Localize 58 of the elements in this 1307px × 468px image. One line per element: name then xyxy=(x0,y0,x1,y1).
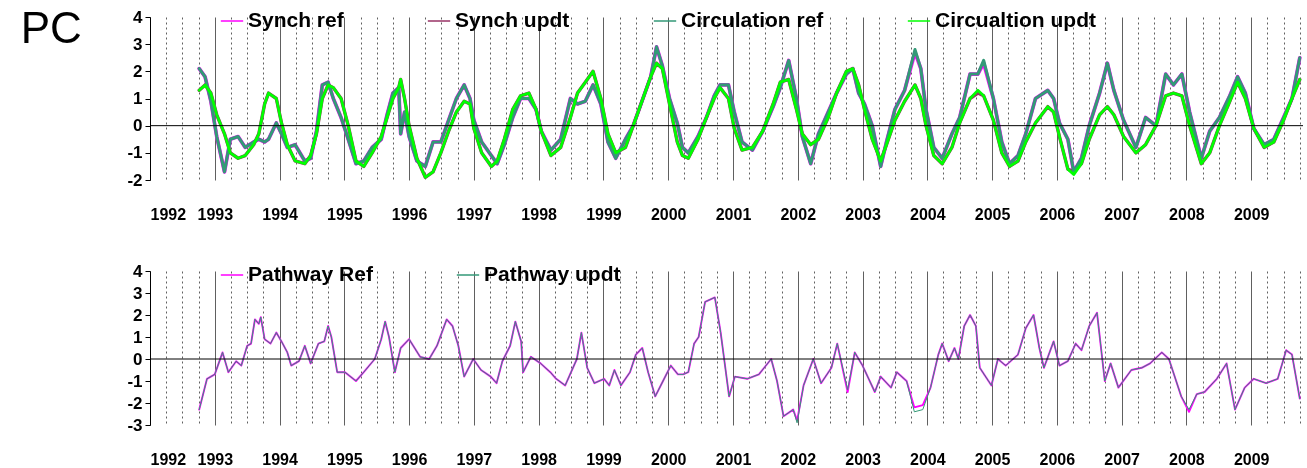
y-tick-label: 3 xyxy=(133,283,143,303)
legend-label: Circulation ref xyxy=(681,8,825,31)
x-tick-label: 1995 xyxy=(327,205,363,223)
x-tick-label: 2002 xyxy=(780,450,817,468)
y-tick-label: 1 xyxy=(133,89,143,108)
x-tick-label: 2001 xyxy=(715,205,752,223)
x-tick-label: 1994 xyxy=(262,450,298,468)
y-tick-label: 3 xyxy=(133,34,143,54)
y-tick-label: 4 xyxy=(133,7,144,27)
x-tick-label: 2008 xyxy=(1169,450,1205,468)
x-tick-label: 2007 xyxy=(1104,205,1141,223)
x-tick-label: 1992 xyxy=(150,450,187,468)
x-tick-label: 2003 xyxy=(845,450,881,468)
legend-label: Synch ref xyxy=(248,8,345,31)
y-tick-label: 0 xyxy=(133,116,143,136)
y-tick-label: 0 xyxy=(133,349,143,369)
x-tick-label: 1998 xyxy=(521,450,558,468)
x-tick-label: 2004 xyxy=(910,205,946,223)
legend-label: Pathway updt xyxy=(484,262,621,285)
x-tick-label: 2007 xyxy=(1104,450,1141,468)
y-tick-label: 1 xyxy=(133,327,143,347)
y-tick-label: -2 xyxy=(127,170,143,190)
x-tick-label: 1999 xyxy=(586,450,622,468)
x-tick-label: 1993 xyxy=(197,205,234,223)
y-tick-label: 2 xyxy=(133,61,143,81)
x-tick-label: 2001 xyxy=(715,450,752,468)
y-tick-label: 2 xyxy=(133,305,143,325)
x-tick-label: 1996 xyxy=(391,205,428,223)
y-tick-label: -1 xyxy=(127,371,143,391)
y-tick-label: -1 xyxy=(127,143,143,163)
x-tick-label: 2004 xyxy=(910,450,946,468)
y-tick-label: -3 xyxy=(127,415,143,435)
x-tick-label: 1999 xyxy=(586,205,622,223)
chart-title: PC xyxy=(20,3,82,52)
x-tick-label: 2003 xyxy=(845,205,881,223)
x-tick-label: 2005 xyxy=(974,205,1011,223)
x-tick-label: 1996 xyxy=(391,450,428,468)
x-tick-label: 1997 xyxy=(456,205,493,223)
x-tick-label: 2000 xyxy=(650,450,687,468)
x-tick-label: 1993 xyxy=(197,450,234,468)
x-tick-label: 1997 xyxy=(456,450,493,468)
legend-label: Circualtion updt xyxy=(935,8,1096,31)
x-tick-label: 2009 xyxy=(1233,450,1270,468)
y-tick-label: -2 xyxy=(127,393,143,413)
x-tick-label: 2006 xyxy=(1039,450,1076,468)
x-tick-label: 1992 xyxy=(150,205,187,223)
x-tick-label: 1994 xyxy=(262,205,298,223)
x-tick-label: 2008 xyxy=(1169,205,1205,223)
legend-label: Synch updt xyxy=(455,8,570,31)
x-tick-label: 2002 xyxy=(780,205,817,223)
y-tick-label: 4 xyxy=(133,261,144,281)
x-tick-label: 2009 xyxy=(1233,205,1270,223)
x-tick-label: 1995 xyxy=(327,450,363,468)
x-tick-label: 2000 xyxy=(650,205,687,223)
x-tick-label: 2005 xyxy=(974,450,1011,468)
legend-label: Pathway Ref xyxy=(248,262,374,285)
x-tick-label: 2006 xyxy=(1039,205,1076,223)
x-tick-label: 1998 xyxy=(521,205,558,223)
